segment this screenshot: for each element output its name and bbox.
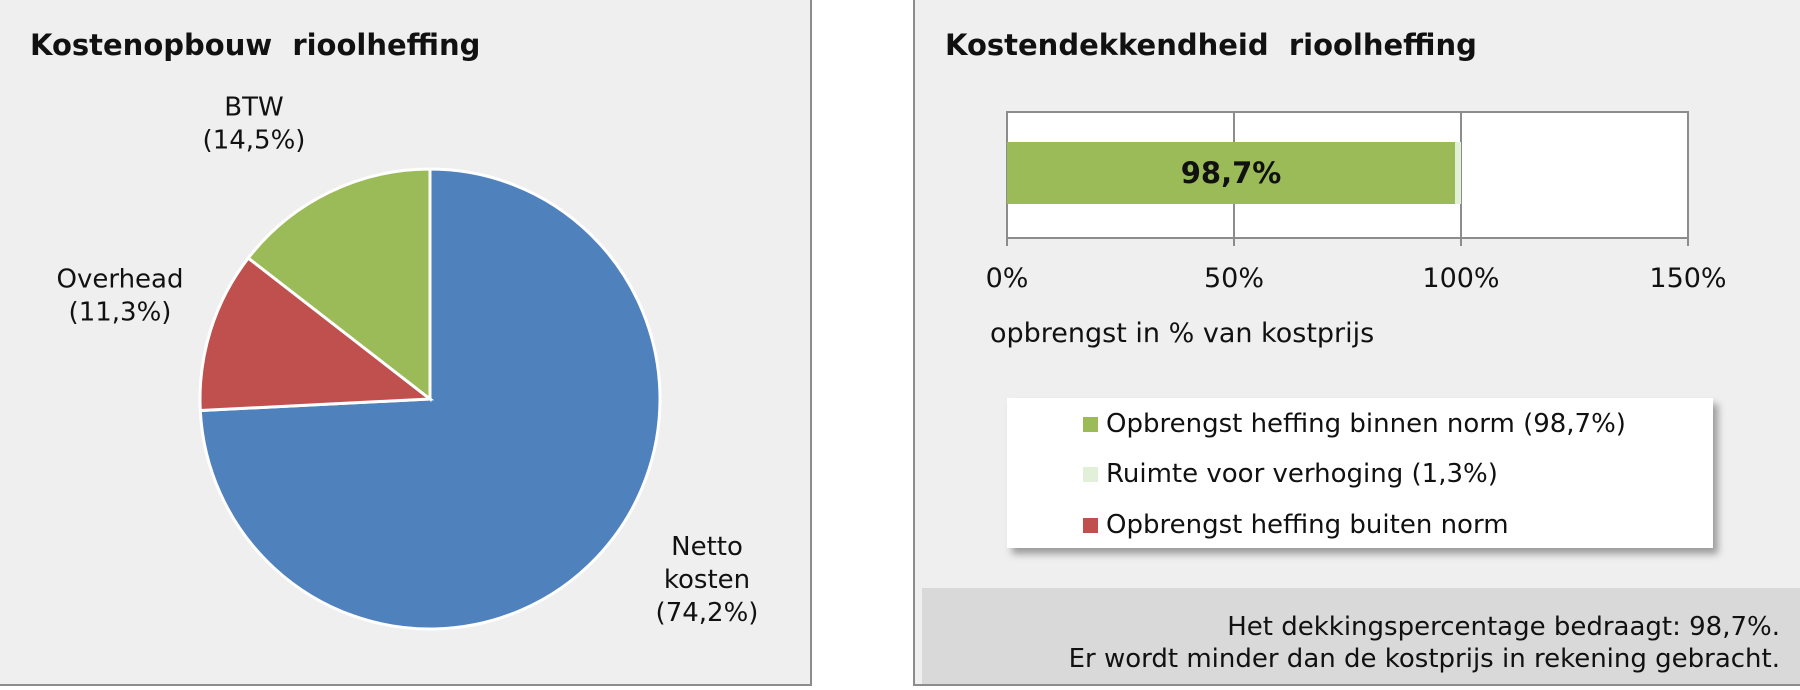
- x-tick-label-150: 150%: [1649, 263, 1726, 294]
- cost-coverage-panel: Kostendekkendheid rioolheffing 0% 50% 100%…: [913, 0, 1800, 686]
- legend-label-room-for-increase: Ruimte voor verhoging (1,3%): [1106, 459, 1498, 489]
- bar-chart-title: Kostendekkendheid rioolheffing: [945, 28, 1477, 62]
- bar-segment-0: [1007, 142, 1456, 204]
- bar-chart: 0% 50% 100% 150% 98,7% opbrengst in % van kos…: [986, 111, 1727, 349]
- pie-slice-overhead: [198, 255, 435, 413]
- legend-swatch-outside-norm: [1083, 517, 1098, 533]
- legend-label-within-norm: Opbrengst heffing binnen norm (98,7%): [1106, 409, 1626, 439]
- bar-data-label: 98,7%: [1181, 156, 1282, 190]
- x-tick-label-0: 0%: [986, 263, 1029, 294]
- coverage-note-box: Het dekkingspercentage bedraagt: 98,7%. …: [922, 588, 1800, 684]
- pie-label-btw: BTW (14,5%): [203, 93, 306, 156]
- legend-item-room-for-increase: Ruimte voor verhoging (1,3%): [1083, 454, 1498, 494]
- pie-chart: Netto kosten (74,2%) Overhead (11,3%) BTW (14,…: [57, 93, 759, 631]
- cost-structure-panel: Kostenopbouw rioolheffing Netto kosten (74…: [0, 0, 812, 686]
- legend-swatch-room-for-increase: [1083, 466, 1098, 482]
- legend-item-outside-norm: Opbrengst heffing buiten norm: [1083, 505, 1509, 545]
- legend-swatch-within-norm: [1083, 416, 1098, 432]
- bar-segment-1: [1455, 142, 1461, 204]
- pie-slice-btw: [246, 167, 432, 403]
- legend-label-outside-norm: Opbrengst heffing buiten norm: [1106, 510, 1509, 540]
- x-tick-label-100: 100%: [1422, 263, 1499, 294]
- x-tick-label-50: 50%: [1204, 263, 1264, 294]
- pie-label-overhead: Overhead (11,3%): [57, 265, 184, 328]
- x-axis-label: opbrengst in % van kostprijs: [990, 318, 1374, 349]
- coverage-note-line-1: Het dekkingspercentage bedraagt: 98,7%.: [1227, 612, 1780, 642]
- chart-legend: Opbrengst heffing binnen norm (98,7%) Ru…: [1007, 398, 1713, 548]
- pie-chart-title: Kostenopbouw rioolheffing: [30, 28, 481, 62]
- pie-label-netto-kosten: Netto kosten (74,2%): [656, 532, 759, 628]
- legend-item-within-norm: Opbrengst heffing binnen norm (98,7%): [1083, 404, 1626, 444]
- coverage-note-line-2: Er wordt minder dan de kostprijs in reke…: [1068, 644, 1780, 674]
